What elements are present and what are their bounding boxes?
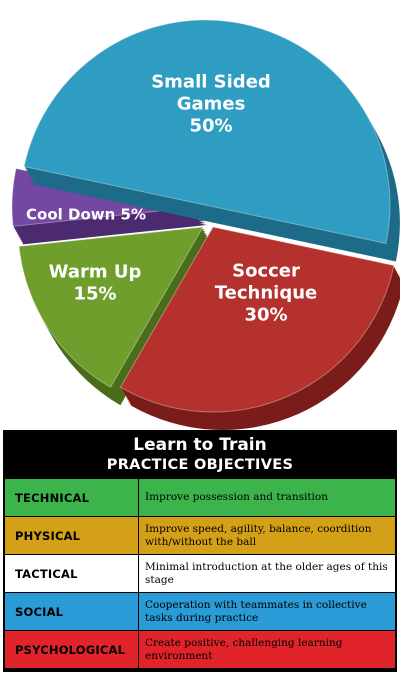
pie-slice-label: Cool Down 5% <box>26 205 146 223</box>
pie-slice <box>18 226 213 406</box>
pie-slice <box>119 226 400 430</box>
pie-slice-top <box>23 19 391 245</box>
pie-slice-label-line: Soccer <box>232 260 300 281</box>
table-title: Learn to Train <box>133 435 267 455</box>
table-row: PHYSICAL Improve speed, agility, balance,… <box>5 516 395 554</box>
pie-slice-label-line: Warm Up <box>49 261 142 282</box>
pie-slice-label-line: Cool Down 5% <box>26 205 146 223</box>
table-row: TECHNICAL Improve possession and transiti… <box>5 478 395 516</box>
row-description: Improve speed, agility, balance, coordit… <box>145 522 372 548</box>
table-subtitle: PRACTICE OBJECTIVES <box>106 457 294 473</box>
pie-slice-top <box>18 226 204 388</box>
row-category: SOCIAL <box>5 593 139 630</box>
row-category: PSYCHOLOGICAL <box>5 631 139 668</box>
pie-slice-label-line: 15% <box>73 283 116 304</box>
table-header: Learn to Train PRACTICE OBJECTIVES <box>5 432 395 478</box>
table-row: PSYCHOLOGICAL Create positive, challengin… <box>5 630 395 668</box>
pie-slice-label: Soccer Technique 30% <box>215 260 317 325</box>
pie-slice-label: Warm Up 15% <box>49 261 142 304</box>
pie-slice-label-line: 50% <box>189 115 232 136</box>
pie-chart-svg: Small Sided Games 50% Soccer Technique 30% War… <box>11 19 400 430</box>
row-description: Improve possession and transition <box>145 491 328 503</box>
row-category: TACTICAL <box>5 555 139 592</box>
pie-slice-label-line: Small Sided <box>151 71 271 92</box>
practice-objectives-table: Learn to Train PRACTICE OBJECTIVES TECHN… <box>3 430 397 672</box>
pie-slice-top <box>119 226 395 413</box>
row-description: Minimal introduction at the older ages o… <box>145 560 388 586</box>
pie-slice-label-line: Games <box>177 93 246 114</box>
table-row: SOCIAL Cooperation with teammates in coll… <box>5 592 395 630</box>
row-description: Cooperation with teammates in collective… <box>145 598 367 624</box>
pie-chart: Small Sided Games 50% Soccer Technique 30% War… <box>11 19 400 430</box>
pie-slice-label: Small Sided Games 50% <box>151 71 271 136</box>
pie-slice-label-line: Technique <box>215 282 317 303</box>
table-row: TACTICAL Minimal introduction at the olde… <box>5 554 395 592</box>
pie-slice-label-line: 30% <box>244 304 287 325</box>
row-description: Create positive, challenging learning en… <box>145 636 343 662</box>
row-category: PHYSICAL <box>5 517 139 554</box>
table-rows: TECHNICAL Improve possession and transiti… <box>5 478 395 668</box>
pie-slice <box>23 19 400 262</box>
row-category: TECHNICAL <box>5 479 139 516</box>
